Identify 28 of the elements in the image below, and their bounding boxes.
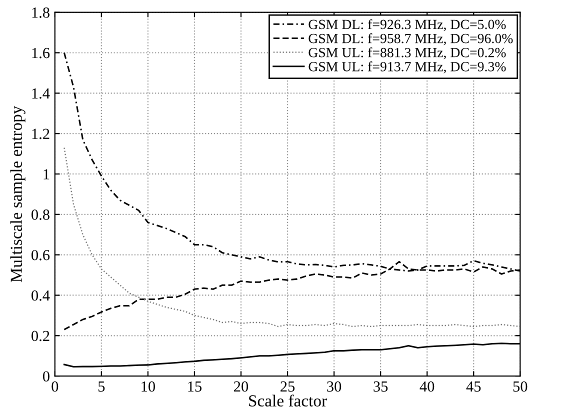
x-tick-label: 35	[374, 381, 388, 392]
x-axis-title: Scale factor	[249, 394, 327, 407]
legend-label: GSM DL: f=958.7 MHz, DC=96.0%	[308, 33, 513, 46]
y-tick-label: 0.4	[32, 290, 50, 301]
x-tick-label: 0	[52, 381, 58, 392]
y-axis-title: Multiscale sample entropy	[10, 106, 26, 282]
legend-label: GSM UL: f=881.3 MHz, DC=0.2%	[308, 47, 506, 60]
x-tick-label: 50	[513, 381, 528, 392]
y-tick-label: 1.4	[32, 88, 50, 99]
y-tick-label: 1.6	[32, 48, 50, 58]
y-tick-label: 0.6	[32, 250, 50, 260]
x-tick-label: 30	[327, 381, 342, 392]
x-tick-label: 25	[280, 381, 295, 392]
x-tick-label: 10	[142, 381, 156, 392]
x-tick-label: 45	[466, 381, 481, 392]
y-tick-label: 1	[44, 169, 50, 180]
legend-label: GSM UL: f=913.7 MHz, DC=9.3%	[308, 61, 506, 74]
y-tick-label: 1.2	[32, 128, 50, 140]
y-tick-label: 0	[42, 371, 50, 382]
y-tick-label: 1.8	[32, 7, 50, 18]
legend-label: GSM DL: f=926.3 MHz, DC=5.0%	[308, 19, 506, 32]
x-tick-label: 20	[234, 381, 248, 392]
x-tick-label: 15	[188, 381, 202, 392]
y-tick-label: 0.8	[32, 210, 50, 220]
x-tick-label: 40	[420, 381, 434, 392]
y-tick-label: 0.2	[32, 330, 50, 342]
line-series	[64, 147, 520, 328]
x-tick-label: 5	[98, 382, 105, 392]
